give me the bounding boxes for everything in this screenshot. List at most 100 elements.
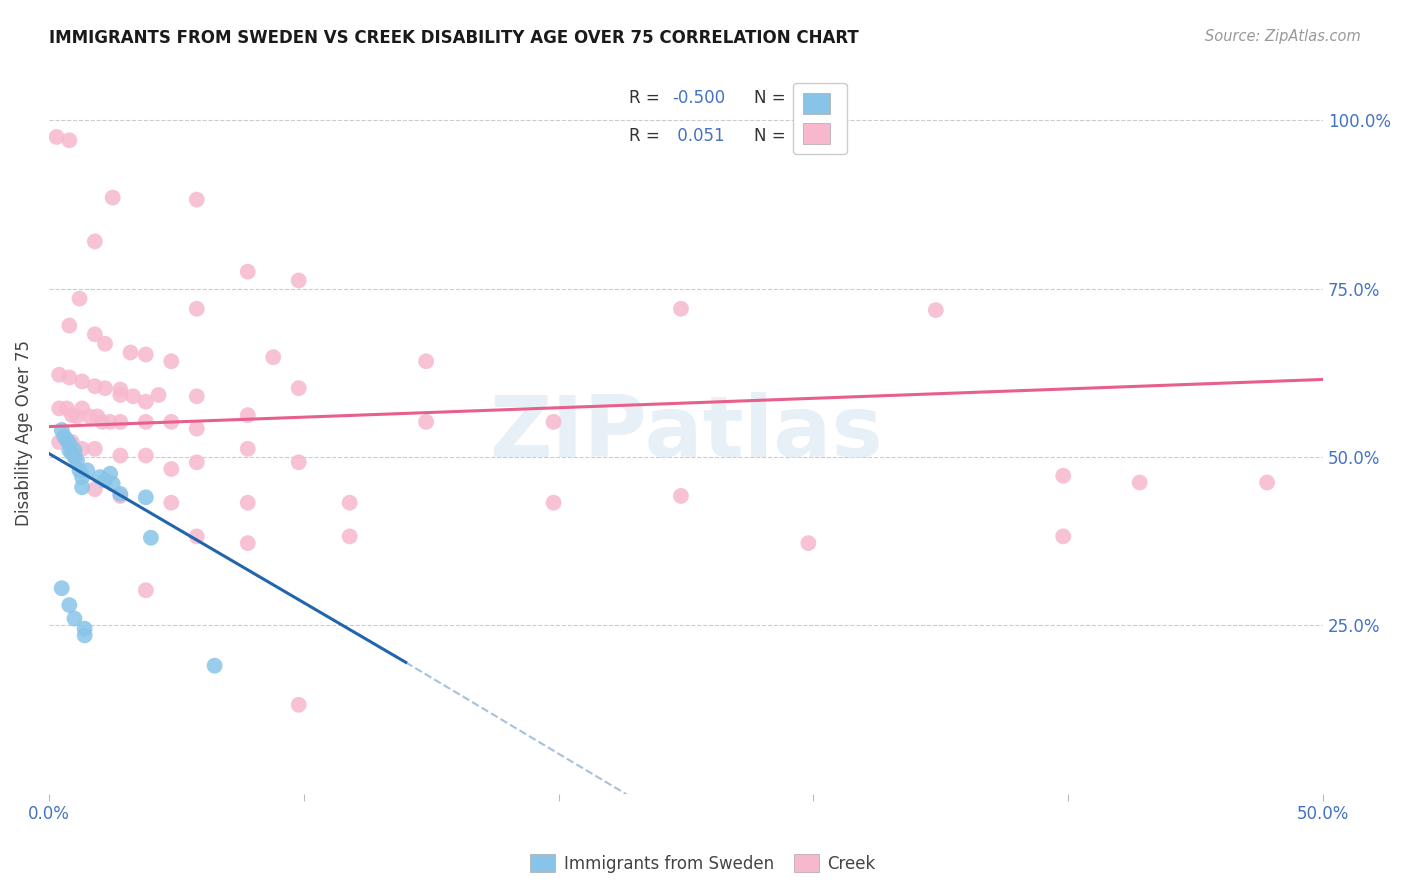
Point xyxy=(66,453,89,467)
Point xyxy=(110,415,132,429)
Point xyxy=(58,598,80,612)
Point xyxy=(45,130,67,145)
Point xyxy=(94,336,117,351)
Text: N =: N = xyxy=(754,127,785,145)
Point xyxy=(287,273,309,287)
Legend: , : , xyxy=(793,83,846,154)
Point xyxy=(101,476,124,491)
Point xyxy=(797,536,820,550)
Point xyxy=(236,408,259,422)
Point xyxy=(1256,475,1278,490)
Point xyxy=(236,442,259,456)
Point xyxy=(135,394,157,409)
Point xyxy=(236,265,259,279)
Point xyxy=(58,318,80,333)
Point xyxy=(139,531,162,545)
Text: R =: R = xyxy=(628,127,659,145)
Point xyxy=(160,354,183,368)
Point xyxy=(60,446,83,460)
Point xyxy=(70,375,93,389)
Point xyxy=(86,409,108,424)
Point xyxy=(186,422,208,436)
Point xyxy=(135,347,157,361)
Point xyxy=(98,415,121,429)
Point xyxy=(63,443,86,458)
Point xyxy=(73,622,96,636)
Point xyxy=(110,487,132,501)
Text: -0.500: -0.500 xyxy=(672,89,725,107)
Point xyxy=(339,496,361,510)
Point xyxy=(110,388,132,402)
Point xyxy=(669,301,692,316)
Text: N =: N = xyxy=(754,89,785,107)
Point xyxy=(415,415,437,429)
Point xyxy=(58,133,80,147)
Point xyxy=(101,191,124,205)
Point xyxy=(160,496,183,510)
Point xyxy=(160,462,183,476)
Point xyxy=(1052,529,1074,543)
Point xyxy=(135,583,157,598)
Point xyxy=(63,450,86,464)
Point xyxy=(186,193,208,207)
Point xyxy=(135,449,157,463)
Text: 77: 77 xyxy=(794,127,818,145)
Point xyxy=(543,415,565,429)
Point xyxy=(236,496,259,510)
Point xyxy=(110,383,132,397)
Point xyxy=(60,408,83,422)
Point xyxy=(925,303,948,318)
Point xyxy=(160,415,183,429)
Point xyxy=(83,379,105,393)
Point xyxy=(76,463,98,477)
Point xyxy=(262,350,284,364)
Point xyxy=(70,442,93,456)
Point xyxy=(48,435,70,450)
Point xyxy=(69,292,91,306)
Point xyxy=(69,463,91,477)
Point xyxy=(70,480,93,494)
Point xyxy=(58,443,80,458)
Point xyxy=(94,381,117,395)
Point xyxy=(135,491,157,505)
Point xyxy=(98,467,121,481)
Point xyxy=(287,455,309,469)
Point xyxy=(236,536,259,550)
Point xyxy=(73,628,96,642)
Point xyxy=(89,470,111,484)
Text: 26: 26 xyxy=(794,89,817,107)
Point xyxy=(70,401,93,416)
Point xyxy=(94,474,117,488)
Point xyxy=(204,658,226,673)
Point xyxy=(135,415,157,429)
Point xyxy=(110,489,132,503)
Point xyxy=(79,409,101,424)
Point xyxy=(339,529,361,543)
Point xyxy=(186,455,208,469)
Point xyxy=(415,354,437,368)
Point xyxy=(58,370,80,384)
Text: ZIPatlas: ZIPatlas xyxy=(489,392,883,475)
Point xyxy=(83,235,105,249)
Point xyxy=(48,368,70,382)
Point xyxy=(287,698,309,712)
Text: R =: R = xyxy=(628,89,659,107)
Point xyxy=(120,345,142,359)
Point xyxy=(1052,468,1074,483)
Point xyxy=(51,581,73,595)
Point xyxy=(543,496,565,510)
Point xyxy=(56,401,79,416)
Point xyxy=(669,489,692,503)
Y-axis label: Disability Age Over 75: Disability Age Over 75 xyxy=(15,341,32,526)
Text: IMMIGRANTS FROM SWEDEN VS CREEK DISABILITY AGE OVER 75 CORRELATION CHART: IMMIGRANTS FROM SWEDEN VS CREEK DISABILI… xyxy=(49,29,859,46)
Point xyxy=(51,423,73,437)
Point xyxy=(83,442,105,456)
Point xyxy=(186,301,208,316)
Point xyxy=(110,449,132,463)
Point xyxy=(287,381,309,395)
Point xyxy=(58,436,80,450)
Point xyxy=(63,611,86,625)
Point xyxy=(53,430,76,444)
Point xyxy=(70,470,93,484)
Point xyxy=(83,482,105,496)
